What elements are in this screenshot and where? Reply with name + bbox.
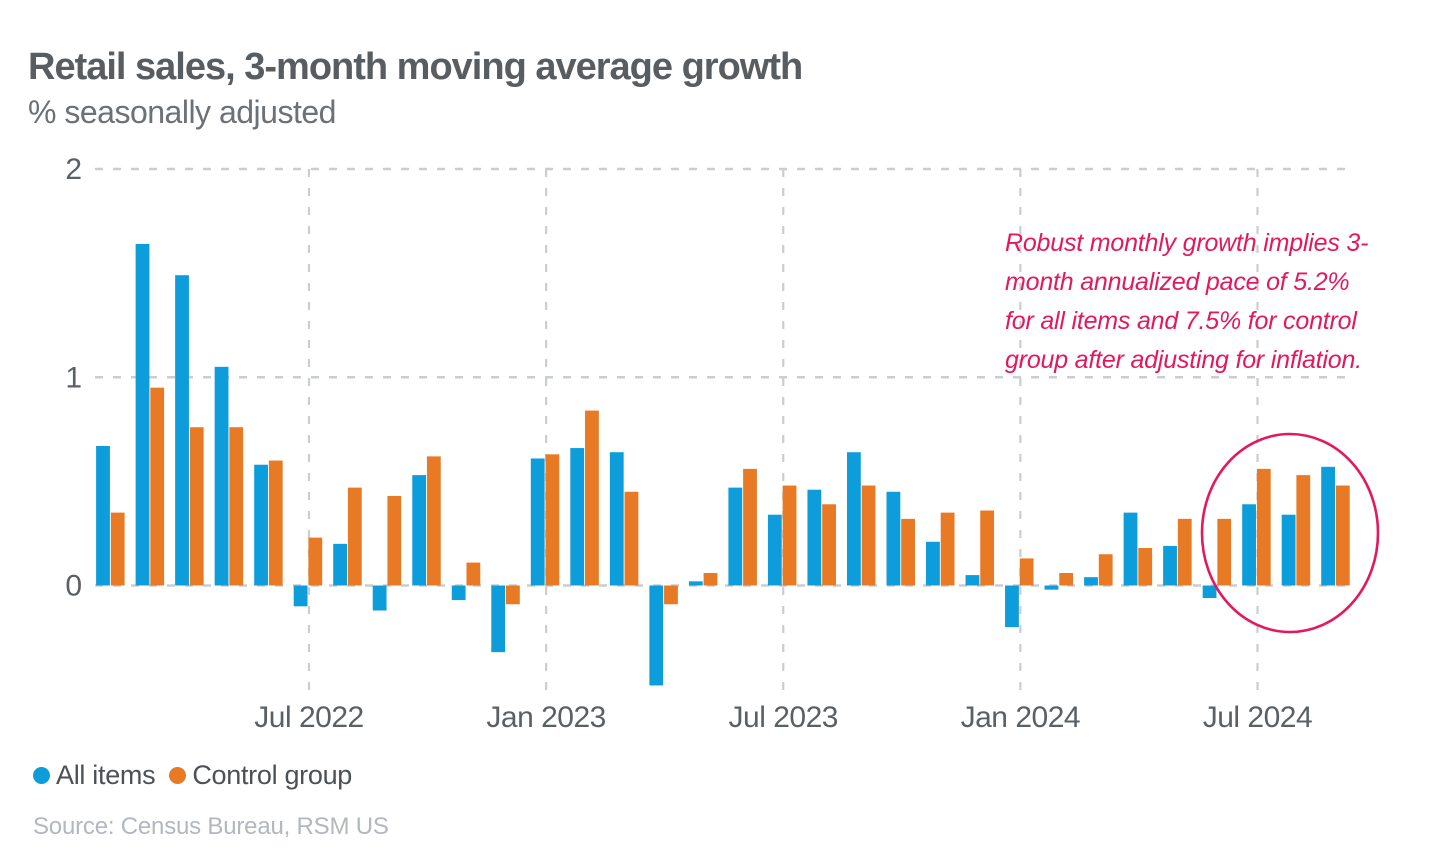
y-tick-label: 1 (65, 361, 82, 394)
bar-control-group (1256, 468, 1271, 586)
legend: All items Control group (33, 760, 352, 791)
legend-label-control-group: Control group (192, 760, 353, 790)
bar-all-items (886, 491, 901, 586)
bar-control-group (1217, 518, 1232, 586)
bar-all-items (728, 487, 743, 586)
bar-all-items (1163, 545, 1177, 586)
bar-all-items (1044, 585, 1059, 590)
bar-all-items (254, 464, 268, 586)
bar-control-group (347, 487, 362, 586)
bar-all-items (649, 585, 664, 686)
bar-all-items (1281, 514, 1296, 586)
y-tick-label: 2 (65, 153, 82, 186)
bar-control-group (743, 468, 757, 586)
bar-all-items (1005, 585, 1019, 628)
legend-swatch-control-group-icon (169, 767, 187, 784)
chart-subtitle: % seasonally adjusted (28, 94, 336, 130)
annotation-line: for all items and 7.5% for control (1005, 307, 1357, 335)
bar-all-items (175, 275, 189, 586)
bar-control-group (426, 456, 441, 586)
chart-title: Retail sales, 3-month moving average gro… (28, 46, 803, 88)
bar-control-group (229, 427, 244, 586)
legend-swatch-all-items-icon (33, 767, 50, 784)
bar-control-group (703, 573, 718, 586)
bar-control-group (308, 537, 323, 586)
bar-all-items (1123, 512, 1138, 586)
legend-item-all-items: All items (33, 760, 156, 791)
bar-all-items (491, 585, 506, 653)
bar-all-items (451, 585, 466, 601)
bar-all-items (96, 445, 110, 586)
bar-control-group (387, 495, 402, 586)
bar-all-items (807, 489, 822, 586)
bar-all-items (412, 475, 427, 586)
annotation-line: Robust monthly growth implies 3- (1005, 229, 1369, 257)
bar-all-items (846, 452, 861, 586)
annotation-line: month annualized pace of 5.2% (1005, 268, 1350, 296)
bar-all-items (688, 581, 703, 586)
bar-control-group (980, 510, 995, 586)
bar-all-items (1202, 585, 1217, 598)
bar-control-group (110, 512, 125, 586)
bar-control-group (506, 585, 520, 605)
bar-control-group (861, 485, 876, 586)
bar-control-group (585, 410, 599, 586)
x-tick-label: Jul 2024 (1203, 701, 1312, 734)
x-tick-label: Jul 2023 (729, 701, 838, 734)
bar-all-items (372, 585, 387, 611)
bar-all-items (293, 585, 308, 607)
bar-all-items (1242, 504, 1256, 586)
legend-label-all-items: All items (56, 760, 156, 790)
x-tick-label: Jan 2023 (486, 701, 605, 734)
bar-all-items (926, 541, 940, 586)
bar-control-group (1296, 475, 1311, 586)
annotation-text: Robust monthly growth implies 3- month a… (1005, 224, 1405, 380)
bar-control-group (1059, 573, 1074, 586)
bar-control-group (545, 454, 560, 586)
bar-control-group (466, 562, 481, 586)
bar-control-group (901, 518, 915, 586)
bar-control-group (624, 491, 639, 586)
bar-control-group (1177, 518, 1192, 586)
bar-all-items (333, 543, 348, 586)
x-tick-label: Jul 2022 (254, 701, 363, 734)
bar-control-group (189, 427, 204, 586)
legend-item-control-group: Control group (169, 760, 352, 791)
annotation-line: group after adjusting for inflation. (1005, 346, 1362, 374)
bar-all-items (767, 514, 782, 586)
bar-control-group (1098, 554, 1113, 586)
bar-control-group (1335, 485, 1350, 586)
bar-control-group (268, 460, 283, 586)
bar-control-group (1019, 558, 1034, 586)
x-tick-label: Jan 2024 (961, 701, 1080, 734)
bar-all-items (530, 458, 545, 586)
bar-control-group (664, 585, 678, 605)
bar-all-items (609, 452, 624, 586)
y-tick-label: 0 (65, 570, 82, 603)
bar-all-items (965, 575, 980, 586)
bar-control-group (782, 485, 797, 586)
bar-all-items (214, 366, 229, 586)
source-credit: Source: Census Bureau, RSM US (33, 813, 389, 840)
highlight-ellipse (1200, 432, 1380, 634)
bar-all-items (135, 243, 150, 586)
bar-control-group (150, 387, 165, 586)
bar-control-group (822, 504, 836, 586)
bar-control-group (940, 512, 955, 586)
bar-all-items (570, 448, 585, 586)
bar-all-items (1084, 577, 1098, 586)
bar-control-group (1138, 548, 1153, 586)
bar-all-items (1321, 466, 1336, 586)
